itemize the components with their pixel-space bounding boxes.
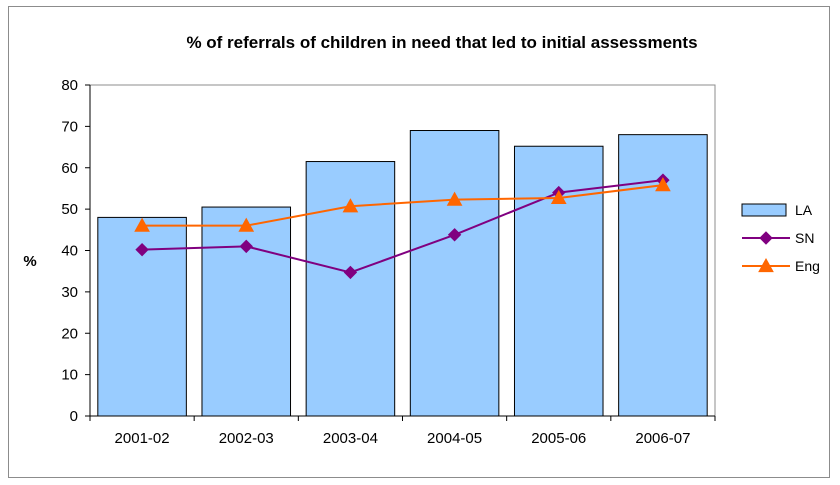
y-tick-label: 10 [61,367,78,384]
plot-area [89,84,716,417]
line-sn [142,179,664,274]
y-tick-label: 60 [61,160,78,177]
y-tick-label: 50 [61,201,78,218]
x-tick-label: 2004-05 [427,430,482,447]
line-eng [142,184,664,227]
legend-label-eng: Eng [795,258,820,274]
point-sn-2004-05 [447,228,462,242]
legend-label-sn: SN [795,230,814,246]
x-tick-label: 2006-07 [635,430,690,447]
point-sn-2001-02 [135,242,149,257]
y-axis-label: % [23,253,36,270]
lines-layer [134,173,671,280]
y-tick-label: 20 [61,325,78,342]
legend-marker-eng [758,257,774,273]
x-tick-label: 2001-02 [115,430,170,447]
point-eng-2003-04 [342,198,359,213]
point-eng-2002-03 [238,217,255,232]
x-tick-label: 2003-04 [323,430,378,447]
y-tick-label: 30 [61,284,78,301]
bar-la-2002-03 [201,206,292,417]
axes-layer: 0 10 20 30 40 50 60 70 80 2001-02 2002-03 2003-04 20… [61,77,716,447]
point-sn-2002-03 [239,239,253,254]
point-eng-2005-06 [550,189,567,205]
x-tick-label: 2002-03 [219,430,274,447]
point-eng-2004-05 [446,191,463,206]
point-eng-2006-07 [655,177,671,192]
legend-marker-sn [759,231,773,245]
legend-label-la: LA [795,202,813,218]
y-tick-label: 40 [61,243,78,260]
x-tick-label: 2005-06 [531,430,586,447]
y-tick-label: 80 [61,77,78,94]
point-sn-2003-04 [343,265,358,280]
bars-layer [97,130,708,417]
point-eng-2001-02 [134,217,150,232]
y-tick-label: 0 [70,408,78,425]
legend: LA SN Eng [741,202,820,274]
legend-swatch-la [741,203,787,217]
bar-la-2004-05 [409,130,500,417]
chart-title: % of referrals of children in need that … [186,33,697,52]
y-tick-label: 70 [61,118,78,135]
